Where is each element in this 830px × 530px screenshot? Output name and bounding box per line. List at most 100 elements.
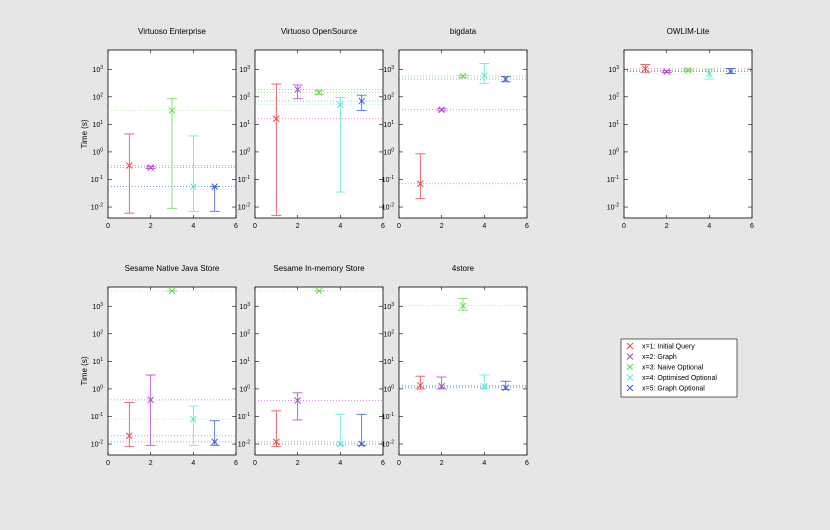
error-bar-1 [640, 64, 651, 73]
data-point-marker [294, 397, 302, 404]
error-bar-1 [271, 83, 282, 216]
legend-entry-label: x=2: Graph [642, 354, 677, 361]
y-tick-label: 102 [92, 329, 103, 338]
x-tick-label: 0 [106, 460, 110, 467]
x-tick-label: 2 [440, 460, 444, 467]
y-tick-label: 10-1 [382, 175, 394, 184]
error-bar-4 [479, 63, 490, 84]
x-tick-label: 6 [381, 223, 385, 230]
data-point-marker [480, 382, 488, 390]
y-tick-label: 10-2 [382, 440, 394, 449]
error-bar-4 [188, 405, 199, 446]
y-tick-label: 100 [383, 384, 394, 393]
error-bar-5 [725, 67, 736, 75]
legend-entry-label: x=1: Initial Query [642, 344, 695, 351]
data-point-marker [663, 68, 671, 75]
error-bar-2 [661, 68, 672, 75]
data-point-marker [189, 415, 197, 423]
y-tick-label: 101 [92, 357, 103, 366]
y-tick-label: 101 [383, 120, 394, 129]
error-bar-3 [167, 287, 177, 295]
plot-area [398, 286, 528, 456]
data-point-marker [459, 72, 467, 80]
x-tick-label: 6 [234, 223, 238, 230]
x-tick-label: 6 [381, 460, 385, 467]
data-point-marker [727, 67, 735, 75]
data-point-marker [438, 382, 446, 390]
data-point-marker [315, 287, 323, 295]
x-tick-label: 6 [750, 223, 754, 230]
y-tick-label: 102 [239, 92, 250, 101]
error-bar-5 [209, 420, 220, 446]
data-point-marker [480, 72, 488, 79]
error-bar-3 [458, 72, 468, 80]
error-bar-1 [124, 133, 135, 214]
data-point-marker [459, 302, 467, 310]
y-tick-label: 100 [239, 384, 250, 393]
error-bar-4 [479, 374, 490, 390]
legend-marker [626, 374, 634, 381]
subplot-title: Virtuoso OpenSource [281, 27, 358, 36]
data-point-marker [416, 180, 424, 188]
y-tick-label: 103 [239, 302, 250, 311]
y-tick-label: 103 [608, 65, 619, 74]
error-bar-1 [271, 410, 282, 448]
data-point-marker [641, 65, 649, 73]
y-tick-label: 10-1 [91, 412, 103, 421]
legend-marker [626, 353, 634, 360]
error-bar-2 [292, 84, 303, 100]
error-bar-4 [335, 413, 346, 448]
x-tick-label: 0 [397, 223, 401, 230]
y-tick-label: 101 [383, 357, 394, 366]
x-tick-label: 6 [525, 223, 529, 230]
y-tick-label: 103 [239, 65, 250, 74]
y-tick-label: 10-2 [382, 203, 394, 212]
data-point-marker [315, 89, 323, 96]
error-bar-5 [500, 75, 511, 83]
y-tick-label: 10-1 [91, 175, 103, 184]
subplot-title: Sesame Native Java Store [125, 264, 220, 273]
data-point-marker [272, 115, 280, 123]
subplot-grid: Virtuoso Enterprise Time (s) 0 2 4 6 10-2 10-1 1… [80, 27, 754, 467]
plot-area [254, 49, 384, 219]
x-tick-label: 0 [622, 223, 626, 230]
legend-marker [626, 363, 634, 371]
plot-area [254, 286, 384, 456]
x-tick-label: 2 [149, 223, 153, 230]
y-tick-label: 102 [383, 92, 394, 101]
x-tick-label: 6 [234, 460, 238, 467]
y-tick-label: 100 [92, 147, 103, 156]
subplot-panel: Sesame In-memory Store 0 2 4 6 10-2 10-1 100 101… [238, 264, 385, 467]
y-tick-label: 101 [239, 357, 250, 366]
subplot-title: Sesame In-memory Store [273, 264, 365, 273]
error-bar-3 [314, 89, 324, 96]
y-tick-label: 10-1 [607, 175, 619, 184]
y-tick-label: 100 [92, 384, 103, 393]
legend-box [620, 338, 738, 398]
data-point-marker [358, 440, 366, 448]
plot-area [623, 49, 753, 219]
y-tick-label: 10-2 [91, 440, 103, 449]
x-tick-label: 0 [106, 223, 110, 230]
y-tick-label: 10-2 [91, 203, 103, 212]
error-bar-3 [167, 98, 177, 209]
error-bar-3 [683, 66, 693, 74]
x-tick-label: 2 [296, 460, 300, 467]
data-point-marker [358, 97, 366, 105]
error-bar-3 [458, 298, 468, 311]
y-tick-label: 10-1 [238, 175, 250, 184]
error-bar-2 [436, 376, 447, 390]
error-bar-2 [292, 392, 303, 421]
x-tick-label: 4 [338, 223, 342, 230]
legend-marker [626, 342, 634, 350]
data-point-marker [294, 86, 302, 93]
x-tick-label: 4 [191, 223, 195, 230]
data-point-marker [705, 70, 713, 78]
x-tick-label: 4 [338, 460, 342, 467]
y-tick-label: 102 [92, 92, 103, 101]
data-point-marker [125, 162, 133, 169]
data-point-marker [189, 183, 197, 190]
y-tick-label: 103 [383, 302, 394, 311]
subplot-title: bigdata [450, 27, 477, 36]
